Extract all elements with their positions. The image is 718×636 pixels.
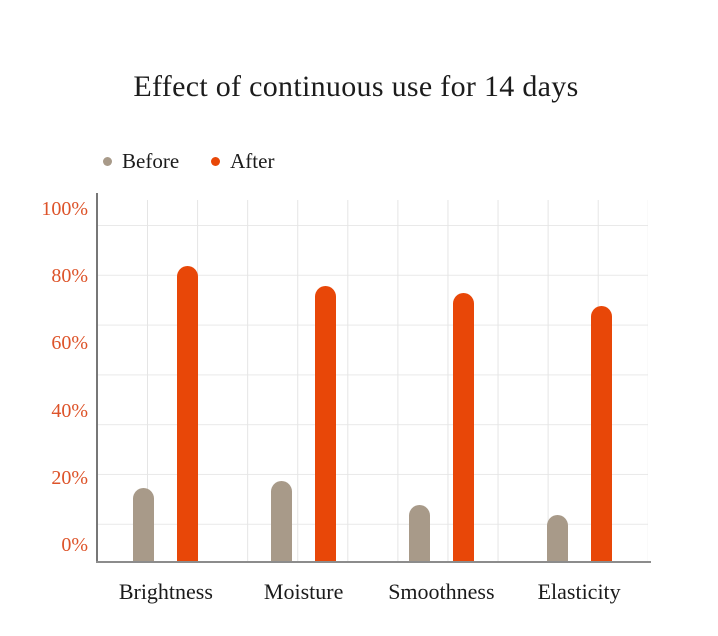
bar-before-elasticity	[546, 514, 568, 563]
x-axis-category-label: Brightness	[118, 579, 213, 604]
legend-label-after: After	[230, 149, 275, 173]
y-axis-tick-label: 20%	[51, 466, 88, 489]
legend-item-after: After	[211, 149, 274, 174]
y-axis-tick-label: 40%	[51, 399, 88, 422]
y-axis-tick-label: 0%	[61, 534, 88, 556]
legend: Before After	[103, 149, 274, 174]
bar-before-smoothness	[408, 504, 430, 563]
y-axis-tick-label: 60%	[51, 332, 88, 355]
chart-title: Effect of continuous use for 14 days	[133, 70, 579, 103]
bar-before-moisture	[271, 481, 293, 563]
bar-after-smoothness	[452, 293, 474, 563]
legend-label-before: Before	[122, 149, 180, 173]
plot-area: 0% 20% 40% 60% 80% 100% Brightness Moisture Smoo…	[41, 198, 648, 604]
x-axis-line	[96, 561, 651, 563]
x-axis-category-label: Elasticity	[537, 579, 621, 604]
y-axis-tick-label: 100%	[41, 198, 88, 220]
legend-item-before: Before	[103, 149, 179, 174]
bar-after-brightness	[177, 266, 199, 563]
bar-before-brightness	[133, 487, 155, 563]
bar-after-elasticity	[590, 306, 612, 563]
y-axis-line	[96, 193, 98, 563]
before-swatch-icon	[103, 157, 112, 166]
y-axis-tick-label: 80%	[51, 265, 88, 288]
bar-after-moisture	[315, 286, 337, 563]
x-axis-category-label: Smoothness	[388, 579, 495, 604]
x-axis-category-label: Moisture	[263, 579, 344, 604]
after-swatch-icon	[211, 157, 221, 166]
